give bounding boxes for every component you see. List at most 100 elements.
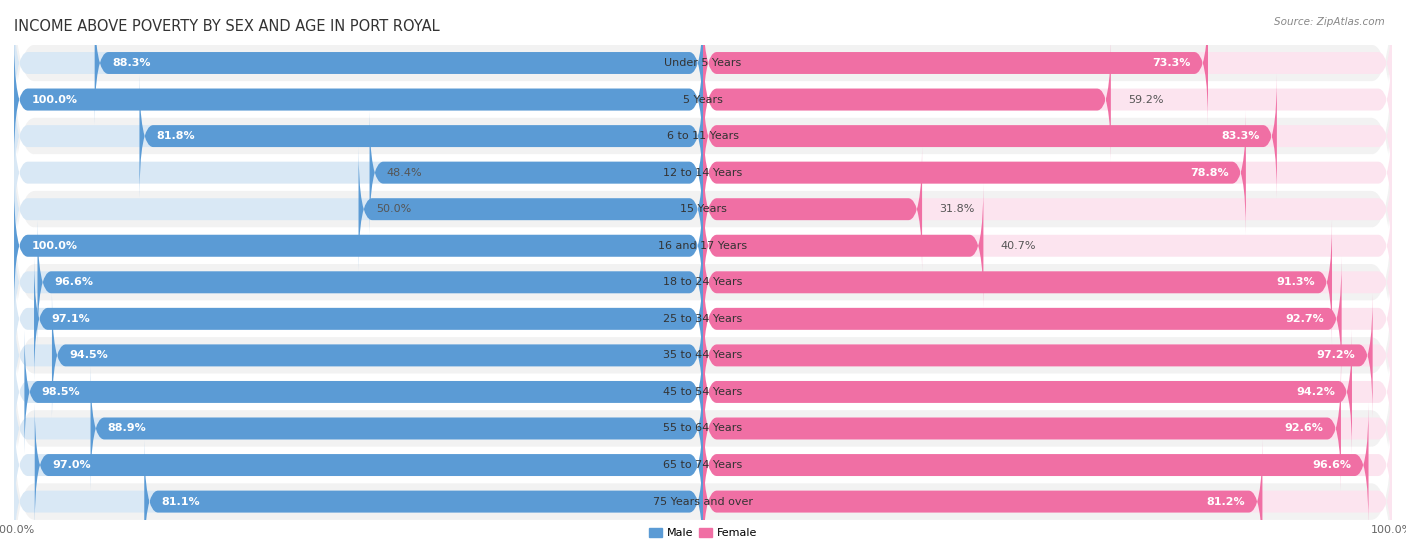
FancyBboxPatch shape [14, 0, 1392, 154]
Text: 25 to 34 Years: 25 to 34 Years [664, 314, 742, 324]
FancyBboxPatch shape [14, 81, 1392, 264]
FancyBboxPatch shape [703, 183, 983, 308]
Text: 5 Years: 5 Years [683, 94, 723, 105]
Text: 16 and 17 Years: 16 and 17 Years [658, 241, 748, 251]
FancyBboxPatch shape [24, 330, 703, 454]
FancyBboxPatch shape [14, 301, 1392, 484]
FancyBboxPatch shape [14, 366, 703, 491]
FancyBboxPatch shape [14, 74, 703, 198]
Text: 97.0%: 97.0% [52, 460, 90, 470]
Text: 92.7%: 92.7% [1285, 314, 1324, 324]
FancyBboxPatch shape [703, 330, 1392, 454]
FancyBboxPatch shape [703, 293, 1372, 418]
FancyBboxPatch shape [703, 439, 1392, 559]
Text: 65 to 74 Years: 65 to 74 Years [664, 460, 742, 470]
Text: Source: ZipAtlas.com: Source: ZipAtlas.com [1274, 17, 1385, 27]
Text: INCOME ABOVE POVERTY BY SEX AND AGE IN PORT ROYAL: INCOME ABOVE POVERTY BY SEX AND AGE IN P… [14, 19, 440, 34]
FancyBboxPatch shape [703, 220, 1392, 344]
FancyBboxPatch shape [14, 147, 703, 271]
Text: 97.1%: 97.1% [51, 314, 90, 324]
Text: 31.8%: 31.8% [939, 204, 974, 214]
FancyBboxPatch shape [703, 1, 1208, 125]
Text: 59.2%: 59.2% [1128, 94, 1164, 105]
FancyBboxPatch shape [703, 366, 1341, 491]
Text: 83.3%: 83.3% [1222, 131, 1260, 141]
FancyBboxPatch shape [703, 37, 1111, 162]
FancyBboxPatch shape [14, 118, 1392, 301]
FancyBboxPatch shape [14, 45, 1392, 228]
FancyBboxPatch shape [703, 257, 1341, 381]
FancyBboxPatch shape [14, 1, 703, 125]
Text: 78.8%: 78.8% [1189, 168, 1229, 178]
Text: 88.9%: 88.9% [108, 424, 146, 433]
Text: 35 to 44 Years: 35 to 44 Years [664, 350, 742, 361]
FancyBboxPatch shape [14, 330, 703, 454]
FancyBboxPatch shape [703, 330, 1353, 454]
FancyBboxPatch shape [14, 183, 703, 308]
FancyBboxPatch shape [703, 1, 1392, 125]
Text: 94.2%: 94.2% [1296, 387, 1334, 397]
FancyBboxPatch shape [703, 111, 1392, 235]
FancyBboxPatch shape [703, 37, 1392, 162]
Text: 96.6%: 96.6% [55, 277, 94, 287]
Text: 73.3%: 73.3% [1153, 58, 1191, 68]
FancyBboxPatch shape [703, 147, 922, 271]
Text: 81.1%: 81.1% [162, 496, 200, 506]
FancyBboxPatch shape [14, 37, 703, 162]
FancyBboxPatch shape [703, 439, 1263, 559]
FancyBboxPatch shape [703, 147, 1392, 271]
FancyBboxPatch shape [14, 37, 703, 162]
FancyBboxPatch shape [34, 257, 703, 381]
FancyBboxPatch shape [14, 439, 703, 559]
FancyBboxPatch shape [14, 293, 703, 418]
FancyBboxPatch shape [359, 147, 703, 271]
FancyBboxPatch shape [14, 220, 703, 344]
FancyBboxPatch shape [703, 403, 1368, 527]
FancyBboxPatch shape [703, 183, 1392, 308]
Text: 94.5%: 94.5% [69, 350, 108, 361]
FancyBboxPatch shape [94, 1, 703, 125]
Text: 97.2%: 97.2% [1316, 350, 1355, 361]
FancyBboxPatch shape [14, 111, 703, 235]
Text: 91.3%: 91.3% [1277, 277, 1315, 287]
FancyBboxPatch shape [14, 373, 1392, 556]
Text: 100.0%: 100.0% [31, 94, 77, 105]
FancyBboxPatch shape [14, 8, 1392, 191]
FancyBboxPatch shape [703, 74, 1392, 198]
FancyBboxPatch shape [703, 220, 1331, 344]
FancyBboxPatch shape [14, 228, 1392, 410]
FancyBboxPatch shape [90, 366, 703, 491]
FancyBboxPatch shape [14, 154, 1392, 337]
FancyBboxPatch shape [370, 111, 703, 235]
FancyBboxPatch shape [14, 191, 1392, 373]
FancyBboxPatch shape [38, 220, 703, 344]
Text: 18 to 24 Years: 18 to 24 Years [664, 277, 742, 287]
FancyBboxPatch shape [703, 403, 1392, 527]
Text: 88.3%: 88.3% [112, 58, 150, 68]
FancyBboxPatch shape [703, 257, 1392, 381]
FancyBboxPatch shape [35, 403, 703, 527]
FancyBboxPatch shape [703, 366, 1392, 491]
Text: 40.7%: 40.7% [1001, 241, 1036, 251]
FancyBboxPatch shape [14, 264, 1392, 447]
FancyBboxPatch shape [14, 257, 703, 381]
Text: 75 Years and over: 75 Years and over [652, 496, 754, 506]
FancyBboxPatch shape [139, 74, 703, 198]
Text: 81.8%: 81.8% [156, 131, 195, 141]
Text: 92.6%: 92.6% [1285, 424, 1323, 433]
FancyBboxPatch shape [14, 403, 703, 527]
FancyBboxPatch shape [703, 111, 1246, 235]
FancyBboxPatch shape [145, 439, 703, 559]
FancyBboxPatch shape [52, 293, 703, 418]
FancyBboxPatch shape [703, 293, 1392, 418]
Text: Under 5 Years: Under 5 Years [665, 58, 741, 68]
Text: 45 to 54 Years: 45 to 54 Years [664, 387, 742, 397]
FancyBboxPatch shape [14, 337, 1392, 520]
FancyBboxPatch shape [703, 74, 1277, 198]
Text: 81.2%: 81.2% [1206, 496, 1246, 506]
Text: 12 to 14 Years: 12 to 14 Years [664, 168, 742, 178]
Text: 48.4%: 48.4% [387, 168, 422, 178]
Text: 55 to 64 Years: 55 to 64 Years [664, 424, 742, 433]
Legend: Male, Female: Male, Female [644, 523, 762, 543]
Text: 100.0%: 100.0% [31, 241, 77, 251]
